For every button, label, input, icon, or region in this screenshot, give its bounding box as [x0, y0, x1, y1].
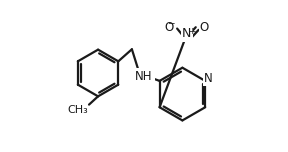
Text: CH₃: CH₃: [67, 105, 88, 115]
Text: O: O: [200, 21, 209, 34]
Text: N: N: [182, 27, 192, 40]
Text: −: −: [167, 18, 174, 27]
Text: +: +: [188, 27, 195, 36]
Text: O: O: [165, 21, 174, 34]
Text: NH: NH: [135, 70, 153, 83]
Text: N: N: [204, 72, 213, 85]
